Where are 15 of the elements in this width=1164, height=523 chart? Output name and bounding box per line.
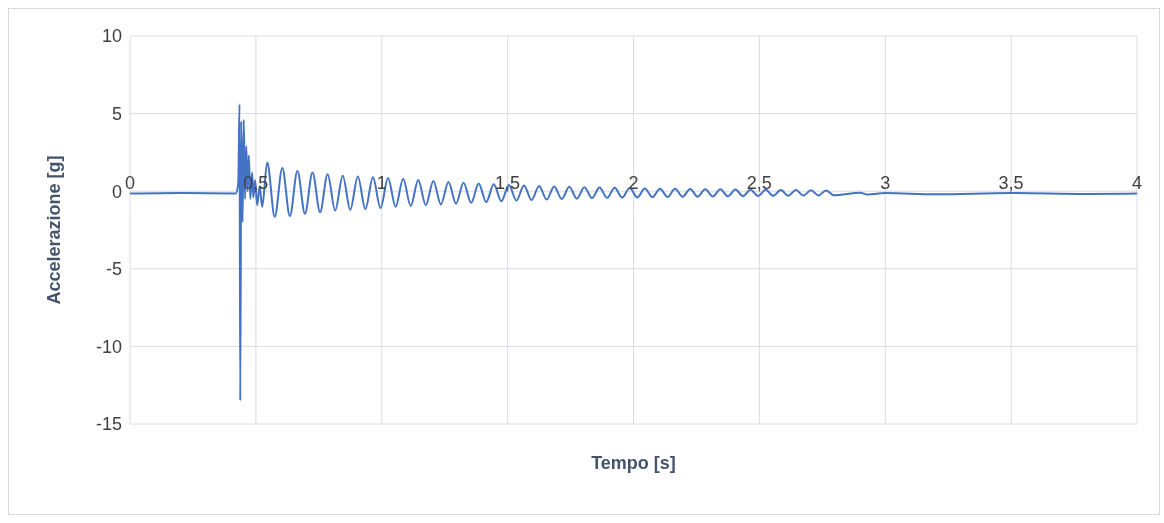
y-tick-label: -5 bbox=[105, 259, 122, 280]
x-tick-label: 0 bbox=[124, 173, 136, 193]
y-tick-label: -10 bbox=[95, 336, 122, 357]
x-axis-title: Tempo [s] bbox=[591, 453, 676, 473]
x-tick-label: 4 bbox=[1131, 173, 1143, 193]
x-tick-label: 1,5 bbox=[495, 173, 521, 193]
y-tick-label: -15 bbox=[95, 414, 122, 435]
x-tick-label: 2,5 bbox=[746, 173, 772, 193]
x-tick-label: 3 bbox=[880, 173, 891, 193]
y-axis-title: Accelerazione [g] bbox=[44, 155, 65, 305]
x-tick-label: 2 bbox=[628, 173, 639, 193]
x-tick-label: 3,5 bbox=[998, 173, 1024, 193]
y-tick-label: 5 bbox=[111, 103, 122, 124]
x-tick-label: 1 bbox=[376, 173, 387, 193]
y-tick-label: 10 bbox=[101, 26, 122, 47]
